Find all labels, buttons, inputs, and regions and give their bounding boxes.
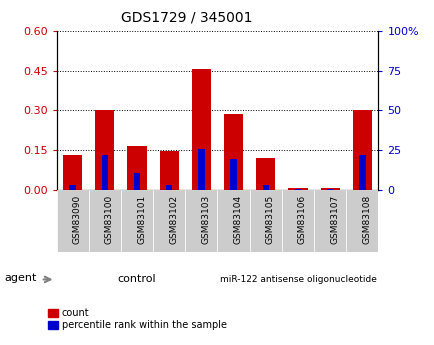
Bar <box>185 190 217 252</box>
Bar <box>262 185 268 190</box>
Bar <box>326 189 332 190</box>
Bar <box>198 149 204 190</box>
Bar <box>56 190 89 252</box>
Text: miR-122 antisense oligonucleotide: miR-122 antisense oligonucleotide <box>219 275 375 284</box>
Bar <box>191 69 210 190</box>
Text: GSM83105: GSM83105 <box>265 195 274 244</box>
Bar <box>320 188 339 190</box>
Bar <box>352 110 371 190</box>
Bar <box>358 155 365 190</box>
Bar <box>313 190 345 252</box>
Text: GSM83104: GSM83104 <box>233 195 242 244</box>
Bar <box>256 158 275 190</box>
Bar <box>294 189 300 190</box>
Bar <box>159 151 178 190</box>
Text: GSM83101: GSM83101 <box>137 195 146 244</box>
Text: GSM83100: GSM83100 <box>105 195 114 244</box>
Bar <box>127 146 146 190</box>
Text: GSM83103: GSM83103 <box>201 195 210 244</box>
Bar <box>217 190 249 252</box>
Bar <box>249 190 281 252</box>
Bar <box>134 172 140 190</box>
Bar <box>281 190 313 252</box>
Text: GSM83106: GSM83106 <box>297 195 306 244</box>
Bar <box>224 115 243 190</box>
Bar <box>345 190 378 252</box>
Bar <box>166 185 172 190</box>
Text: GDS1729 / 345001: GDS1729 / 345001 <box>121 10 252 24</box>
Bar <box>121 190 153 252</box>
Bar <box>69 185 76 190</box>
Text: GSM83102: GSM83102 <box>169 195 178 244</box>
Bar <box>95 110 114 190</box>
Bar <box>89 190 121 252</box>
Text: GSM83090: GSM83090 <box>72 195 82 244</box>
Legend: count, percentile rank within the sample: count, percentile rank within the sample <box>48 308 227 331</box>
Text: GSM83107: GSM83107 <box>329 195 339 244</box>
Bar <box>102 155 108 190</box>
Bar <box>153 190 185 252</box>
Bar <box>288 188 307 190</box>
Bar <box>230 159 236 190</box>
Text: control: control <box>118 275 156 284</box>
Text: GSM83108: GSM83108 <box>362 195 371 244</box>
Bar <box>63 155 82 190</box>
Text: agent: agent <box>4 273 37 283</box>
